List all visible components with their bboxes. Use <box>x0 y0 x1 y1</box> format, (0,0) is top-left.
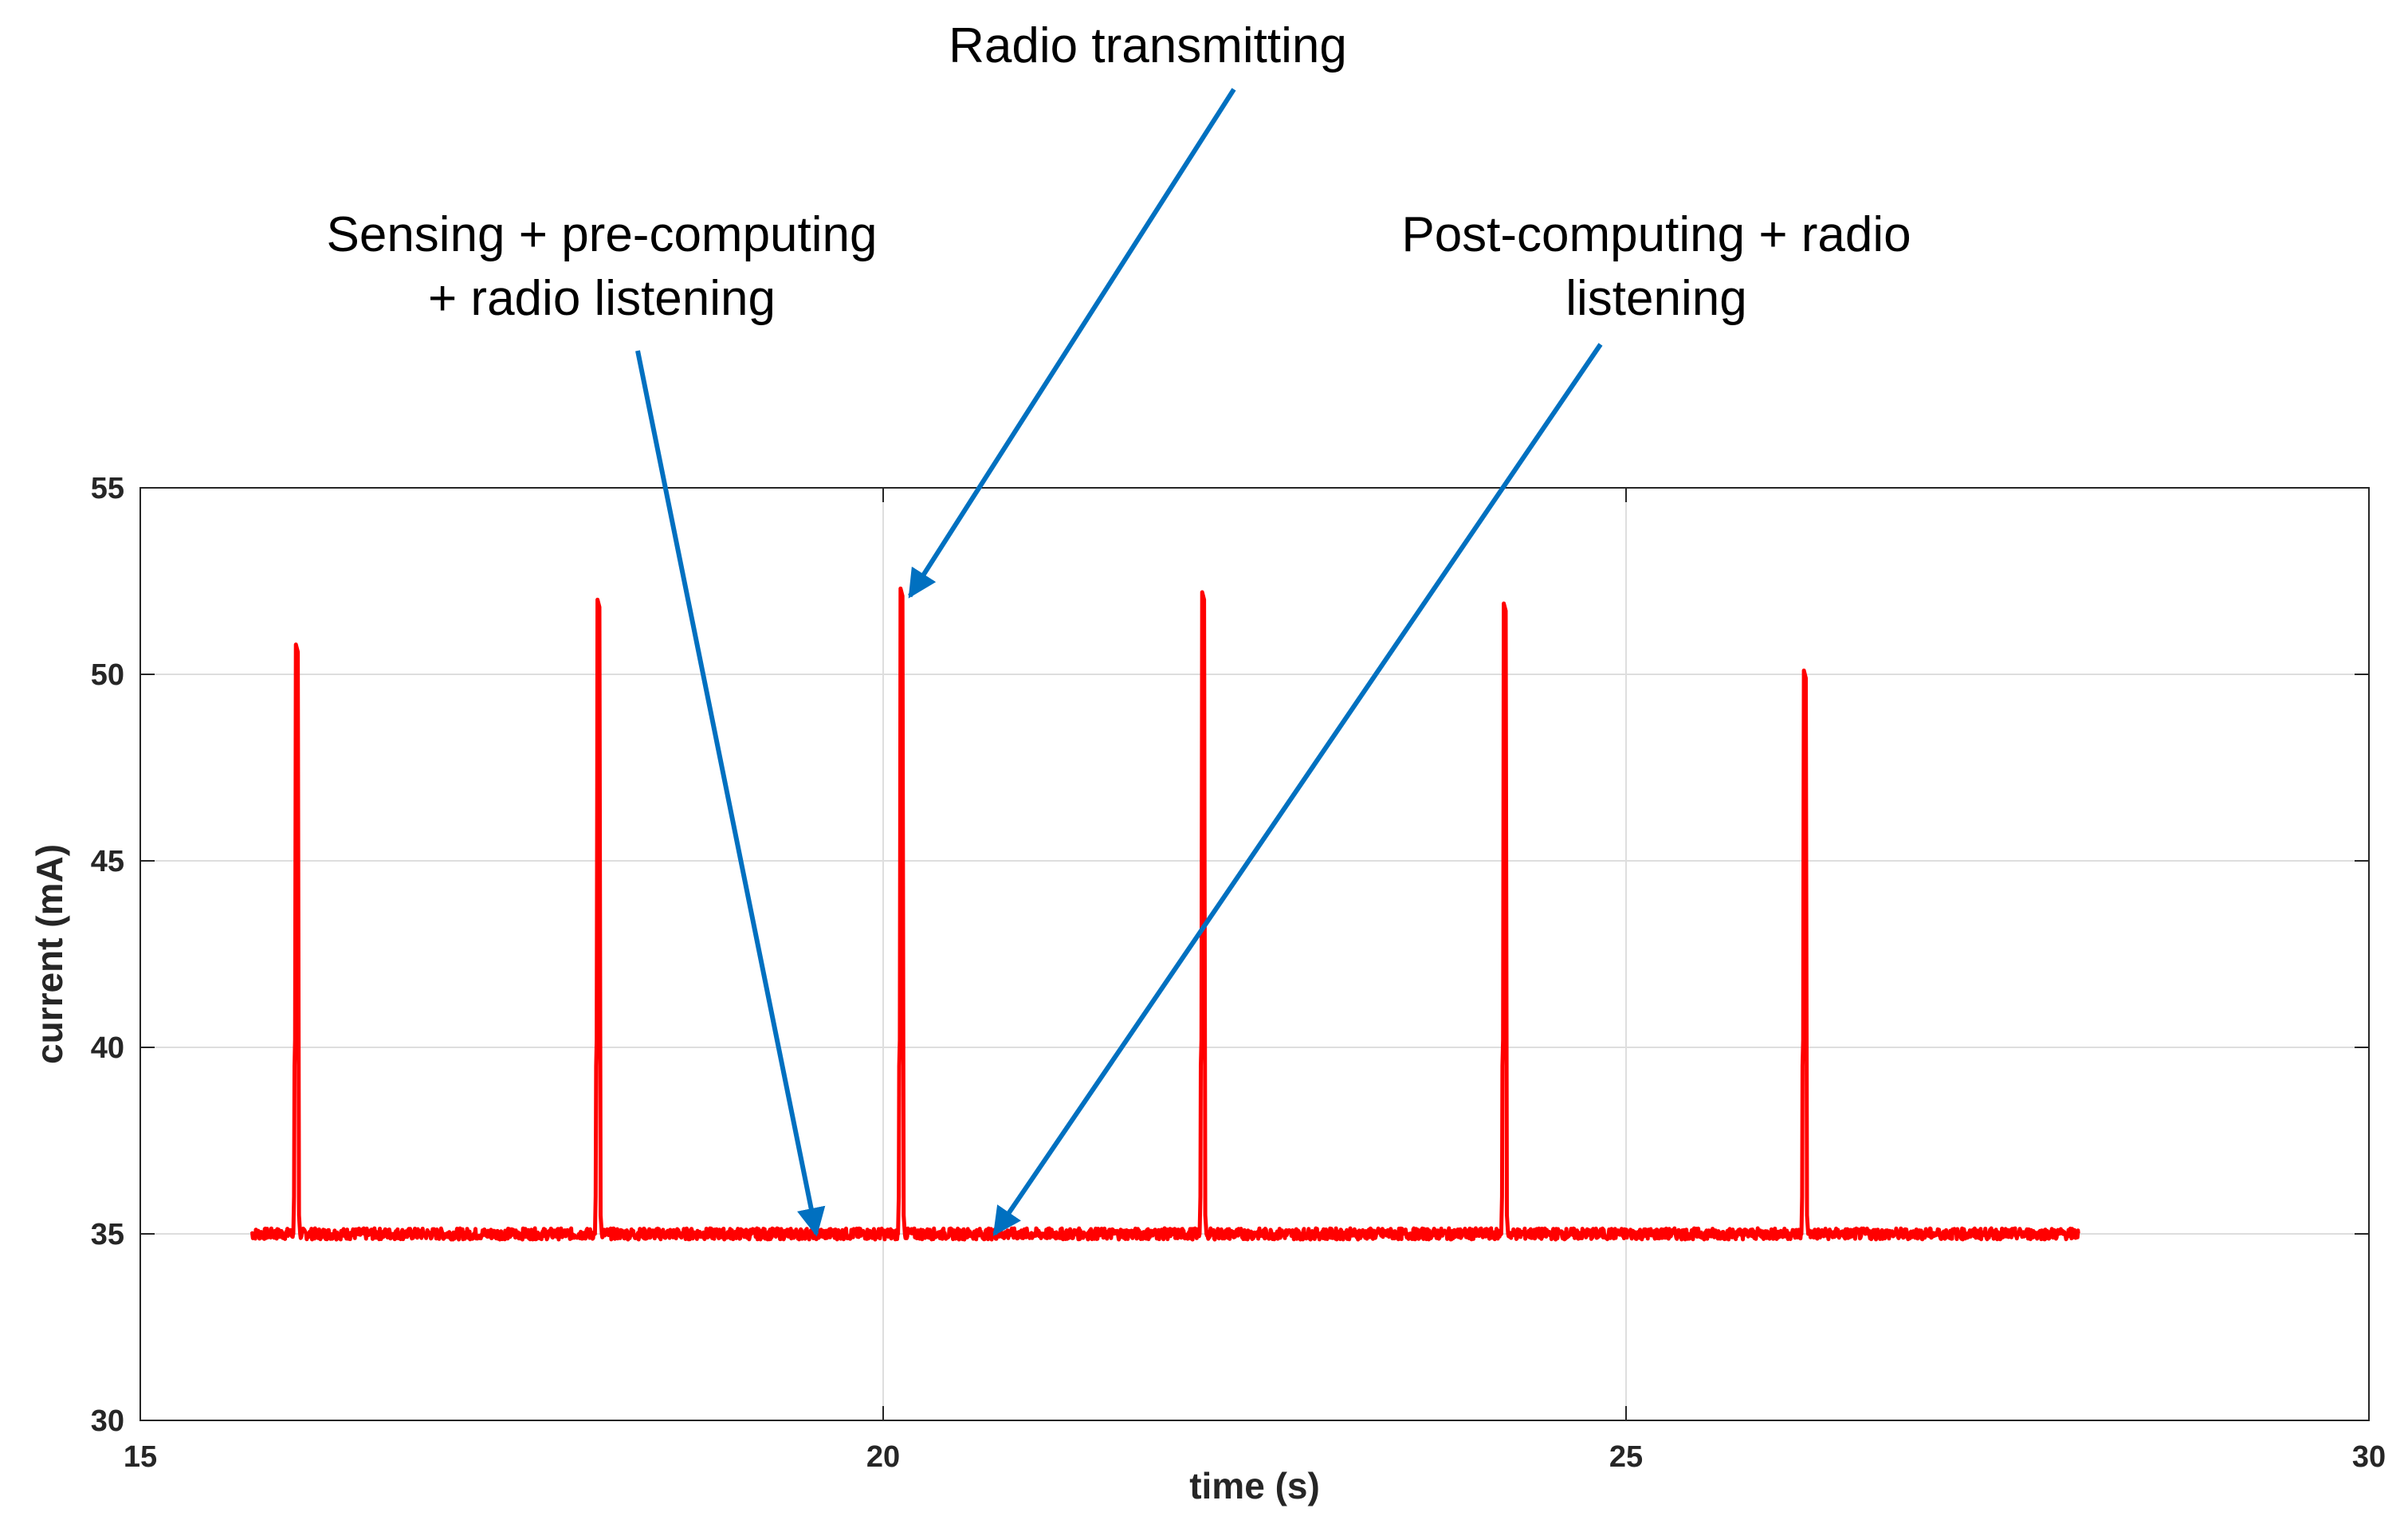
annotation-line: listening <box>1565 271 1746 326</box>
annotation-text: Radio transmitting <box>949 18 1347 73</box>
annotation-text: Post-computing + radio listening <box>1401 207 1911 326</box>
annotation-line: + radio listening <box>428 271 776 326</box>
annotation-arrow <box>992 343 1603 1236</box>
y-tick-label: 35 <box>91 1218 124 1251</box>
annotation-line: Post-computing + radio <box>1401 207 1911 262</box>
annotation-line: Radio transmitting <box>949 18 1347 73</box>
plot-frame <box>139 487 2370 1421</box>
current-series-line <box>249 586 2081 1242</box>
y-tick-label: 50 <box>91 658 124 692</box>
series-layer <box>249 586 2081 1242</box>
spike-peak-point <box>597 599 599 601</box>
y-tick-label: 30 <box>91 1404 124 1438</box>
tick-marks <box>139 487 2370 1421</box>
annotations-layer: Radio transmitting Sensing + pre-computin… <box>326 18 1911 1237</box>
x-tick-label: 20 <box>866 1440 900 1474</box>
x-tick-label: 15 <box>124 1440 157 1474</box>
y-tick-label: 55 <box>91 472 124 505</box>
spike-peak-point <box>1803 670 1805 672</box>
y-tick-labels: 30 35 40 45 50 55 <box>91 472 124 1438</box>
plot-area <box>140 488 2369 1420</box>
spike-peak-point <box>295 643 297 646</box>
x-tick-labels: 15 20 25 30 <box>124 1440 2386 1474</box>
annotation-line: Sensing + pre-computing <box>326 207 877 262</box>
y-tick-label: 45 <box>91 845 124 878</box>
x-tick-label: 25 <box>1609 1440 1643 1474</box>
annotation-arrow <box>908 88 1236 599</box>
y-axis-label: current (mA) <box>29 844 70 1064</box>
annotation-text: Sensing + pre-computing + radio listening <box>326 207 877 326</box>
annotation-arrow <box>635 350 826 1237</box>
spike-peak-point <box>1201 591 1204 593</box>
spike-peak-point <box>900 587 902 590</box>
x-tick-label: 30 <box>2352 1440 2386 1474</box>
x-axis-label: time (s) <box>1189 1465 1320 1506</box>
y-tick-label: 40 <box>91 1031 124 1065</box>
spike-peak-point <box>1503 603 1506 605</box>
